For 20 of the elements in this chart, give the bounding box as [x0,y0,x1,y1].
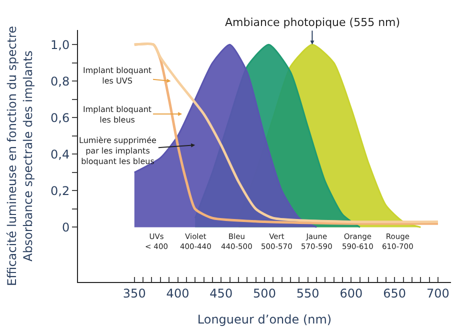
x-tick-label: 400 [166,286,190,300]
x-axis-title: Longueur d’onde (nm) [197,312,332,326]
x-tick-label: 450 [210,286,233,300]
x-tick-label: 700 [426,286,450,300]
annotation: Implant bloquant les bleus [83,105,152,124]
x-tick-label: 350 [122,286,146,300]
x-tick-label: 550 [296,286,320,300]
y-tick-label: 1,0 [50,38,70,52]
y-tick-label: 0,8 [50,74,70,88]
x-tick-label: 650 [383,286,406,300]
annotation: Lumière supprimée par les implants bloquant les bleus [79,136,157,166]
y-tick-label: 0,4 [50,147,70,162]
annotation: Implant bloquant les UVS [83,66,152,86]
y-tick-label: 0 [62,220,70,234]
x-tick-label: 500 [253,286,276,300]
y-tick-label: 0,2 [50,184,70,198]
annotation: Ambiance photopique (555 nm) [225,16,400,29]
x-tick-label: 600 [340,286,363,300]
y-axis-title: Efficacité lumineuse en fonction du spectre Absorbance spectrale des implants [5,26,35,286]
y-tick-label: 0,6 [50,110,70,125]
